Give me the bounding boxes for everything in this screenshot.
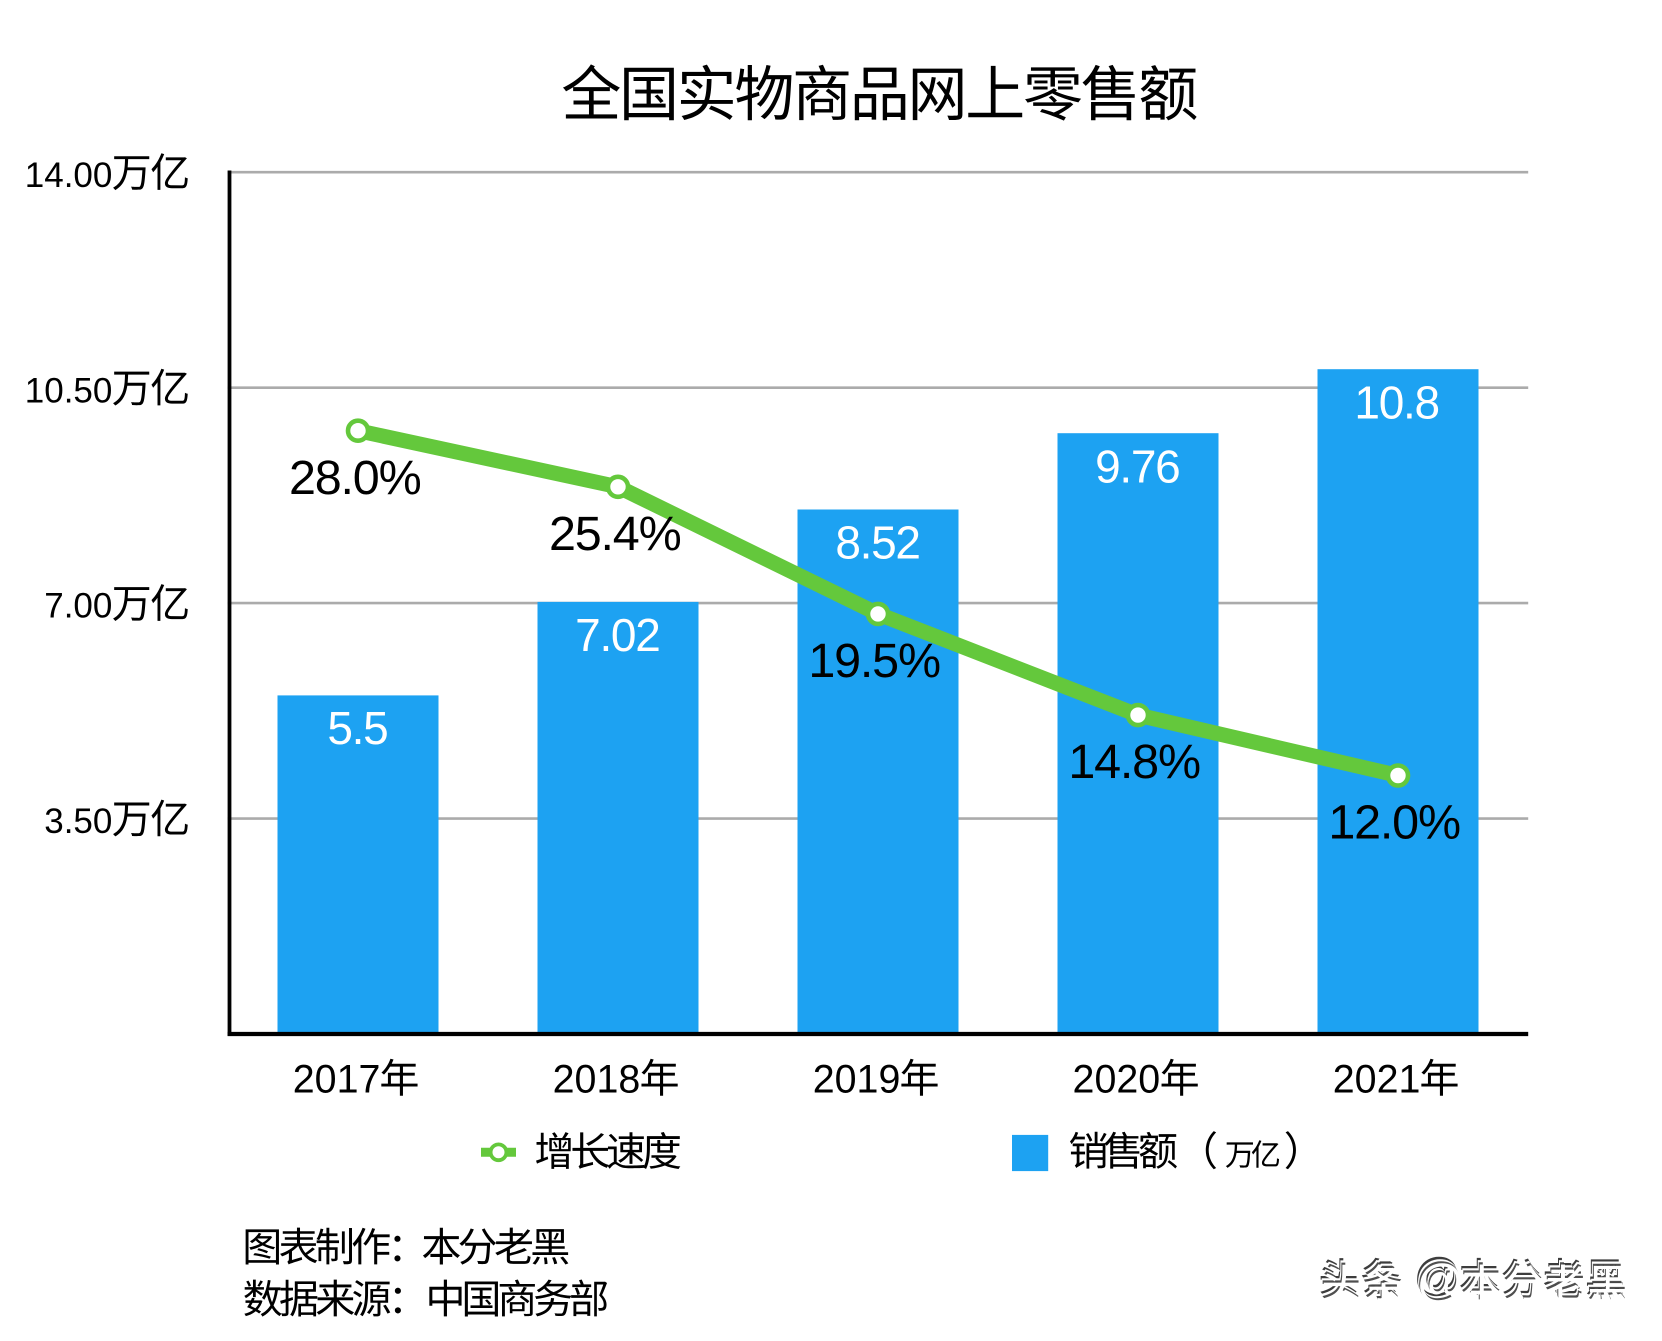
- svg-text:10.8: 10.8: [1354, 376, 1438, 428]
- svg-text:@: @: [1418, 1254, 1463, 1306]
- svg-text:7.02: 7.02: [575, 609, 659, 661]
- svg-text:14.00: 14.00: [25, 156, 113, 195]
- svg-text:2020: 2020: [1073, 1058, 1161, 1102]
- svg-text:@: @: [1415, 1248, 1460, 1300]
- svg-text:9.76: 9.76: [1095, 440, 1179, 492]
- svg-text:28.0%: 28.0%: [289, 451, 421, 505]
- svg-text:@: @: [1416, 1250, 1461, 1302]
- svg-text:2021: 2021: [1333, 1058, 1421, 1102]
- svg-text:25.4%: 25.4%: [549, 507, 681, 561]
- svg-text:19.5%: 19.5%: [808, 634, 940, 688]
- svg-text:8.52: 8.52: [835, 517, 919, 569]
- svg-text:@: @: [1417, 1252, 1462, 1304]
- svg-text:12.0%: 12.0%: [1328, 796, 1460, 850]
- svg-text:10.50: 10.50: [25, 371, 113, 410]
- svg-text:3.50: 3.50: [44, 802, 112, 841]
- svg-text:7.00: 7.00: [44, 587, 112, 626]
- svg-text:5.5: 5.5: [327, 702, 387, 754]
- svg-text:2017: 2017: [293, 1058, 381, 1102]
- svg-text:2019: 2019: [813, 1058, 901, 1102]
- svg-text:14.8%: 14.8%: [1068, 735, 1200, 789]
- svg-text:2018: 2018: [553, 1058, 641, 1102]
